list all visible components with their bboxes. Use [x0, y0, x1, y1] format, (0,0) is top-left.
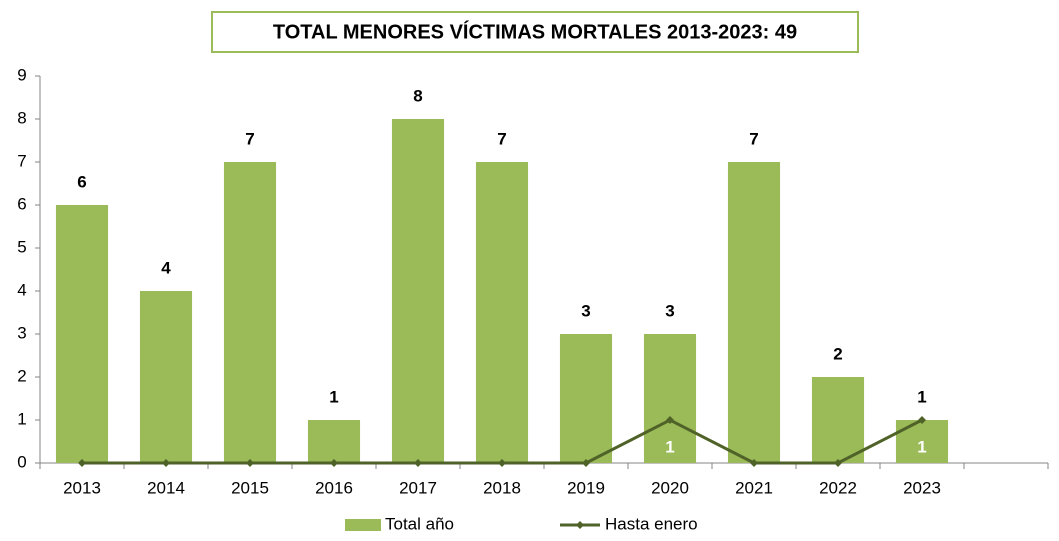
bar [895, 420, 949, 463]
bar-value-label: 1 [917, 387, 926, 406]
y-tick-label: 2 [17, 366, 26, 385]
legend-swatch [345, 519, 381, 531]
bar-value-label: 6 [77, 172, 86, 191]
line-value-label: 1 [917, 437, 926, 456]
x-tick-label: 2013 [63, 478, 101, 497]
line-marker [330, 459, 338, 467]
bar [139, 291, 193, 463]
bar [559, 334, 613, 463]
legend-label: Hasta enero [605, 514, 698, 533]
bar-value-label: 3 [665, 301, 674, 320]
bar-value-label: 1 [329, 387, 338, 406]
x-tick-label: 2022 [819, 478, 857, 497]
chart-title: TOTAL MENORES VÍCTIMAS MORTALES 2013-202… [273, 20, 797, 43]
y-tick-label: 3 [17, 323, 26, 342]
bar [391, 119, 445, 463]
line-marker [582, 459, 590, 467]
x-tick-label: 2021 [735, 478, 773, 497]
bar [811, 377, 865, 463]
x-tick-label: 2016 [315, 478, 353, 497]
title-box [211, 11, 859, 53]
bar-value-label: 3 [581, 301, 590, 320]
line-marker [666, 416, 674, 424]
legend-label: Total año [385, 514, 454, 533]
y-tick-label: 9 [17, 65, 26, 84]
bar [727, 162, 781, 463]
line-marker [162, 459, 170, 467]
y-tick-label: 4 [17, 280, 26, 299]
y-tick-label: 8 [17, 108, 26, 127]
bar-value-label: 7 [497, 129, 506, 148]
bar-value-label: 7 [749, 129, 758, 148]
bar [643, 334, 697, 463]
x-tick-label: 2019 [567, 478, 605, 497]
bar-value-label: 8 [413, 86, 422, 105]
line-marker [750, 459, 758, 467]
line-value-label: 1 [665, 437, 674, 456]
y-tick-label: 7 [17, 151, 26, 170]
line-marker [834, 459, 842, 467]
bar [55, 205, 109, 463]
y-tick-label: 6 [17, 194, 26, 213]
x-tick-label: 2015 [231, 478, 269, 497]
bar-value-label: 4 [161, 258, 171, 277]
x-tick-label: 2018 [483, 478, 521, 497]
line-marker [246, 459, 254, 467]
legend-marker [576, 521, 584, 529]
x-tick-label: 2017 [399, 478, 437, 497]
line-marker [918, 416, 926, 424]
line-marker [498, 459, 506, 467]
line-marker [78, 459, 86, 467]
y-tick-label: 0 [17, 452, 26, 471]
line-marker [414, 459, 422, 467]
x-tick-label: 2023 [903, 478, 941, 497]
y-tick-label: 1 [17, 409, 26, 428]
x-tick-label: 2014 [147, 478, 185, 497]
x-tick-label: 2020 [651, 478, 689, 497]
bar [307, 420, 361, 463]
bar [223, 162, 277, 463]
bar-value-label: 2 [833, 344, 842, 363]
bar-value-label: 7 [245, 129, 254, 148]
y-tick-label: 5 [17, 237, 26, 256]
bar [475, 162, 529, 463]
